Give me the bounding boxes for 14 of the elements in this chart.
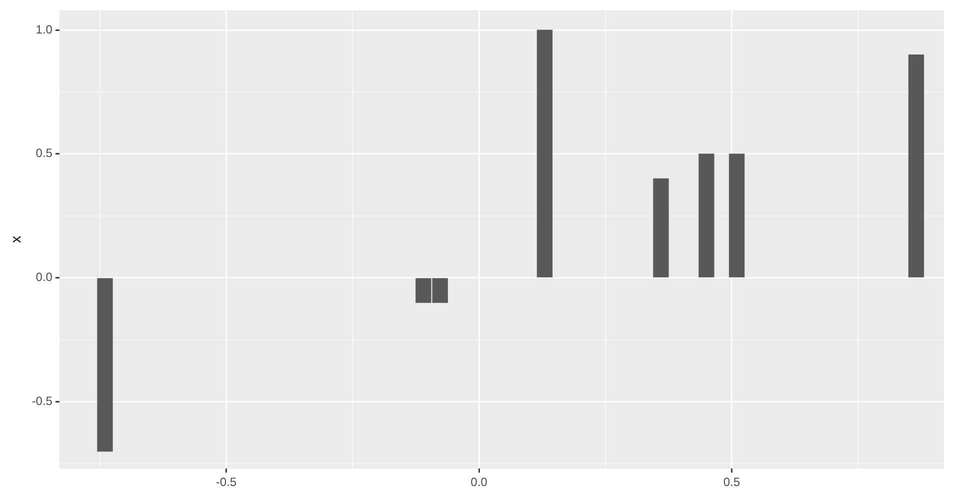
bar: [728, 154, 745, 278]
bar: [908, 54, 924, 278]
bar: [536, 30, 553, 278]
y-tick-label: -0.5: [32, 394, 53, 408]
y-tick-label: 0.5: [36, 146, 53, 160]
x-tick-label: 0.0: [470, 475, 488, 490]
x-tick-label: -0.5: [216, 475, 237, 490]
bar: [97, 278, 113, 452]
bar: [698, 154, 714, 278]
bar: [653, 178, 669, 278]
y-tick-label: 0.0: [36, 270, 53, 284]
y-axis-title: x: [7, 236, 24, 243]
x-tick-label: 0.5: [723, 475, 740, 490]
y-tick-label: 1.0: [36, 22, 53, 36]
